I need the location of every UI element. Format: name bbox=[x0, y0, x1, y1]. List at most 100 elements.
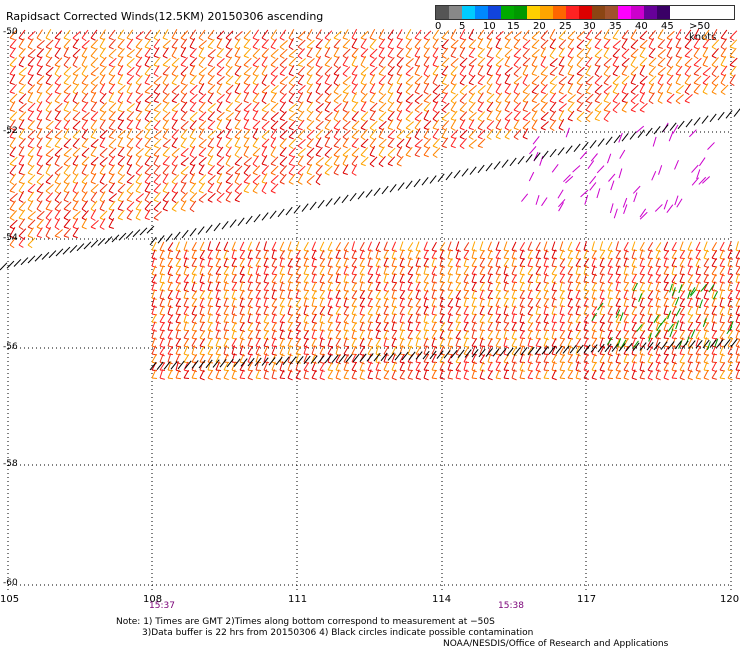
wind-barb bbox=[288, 100, 294, 104]
wind-barb bbox=[252, 181, 258, 186]
wind-barb bbox=[495, 46, 501, 50]
wind-barb bbox=[343, 361, 348, 371]
wind-barb bbox=[343, 329, 348, 339]
wind-barb bbox=[468, 101, 476, 111]
wind-barb bbox=[468, 129, 477, 138]
wind-barb bbox=[432, 91, 438, 95]
wind-barb bbox=[378, 138, 387, 147]
wind-barb bbox=[343, 265, 348, 275]
wind-barb bbox=[225, 56, 233, 66]
wind-barb bbox=[279, 100, 285, 104]
wind-barb bbox=[144, 137, 152, 147]
wind-barb bbox=[583, 273, 587, 283]
wind-barb bbox=[72, 83, 80, 93]
color-scale-bar bbox=[435, 5, 735, 20]
wind-barb bbox=[631, 337, 637, 347]
wind-barb bbox=[405, 47, 413, 57]
wind-barb bbox=[519, 329, 525, 339]
wind-barb bbox=[675, 56, 683, 66]
wind-barb bbox=[335, 281, 341, 291]
wind-barb bbox=[255, 257, 261, 267]
wind-barb bbox=[171, 74, 179, 84]
wind-barb bbox=[288, 164, 296, 174]
wind-barb bbox=[607, 257, 613, 267]
wind-barb bbox=[579, 151, 588, 160]
wind-barb bbox=[631, 241, 636, 251]
wind-barb bbox=[54, 57, 63, 66]
wind-barb bbox=[387, 127, 393, 131]
wind-barb bbox=[162, 91, 168, 95]
wind-barb bbox=[551, 289, 557, 299]
wind-barb bbox=[335, 330, 342, 339]
wind-barb bbox=[735, 321, 740, 324]
wind-barb bbox=[477, 91, 483, 96]
wind-barb bbox=[663, 321, 668, 331]
wind-barb bbox=[315, 73, 321, 77]
wind-barb bbox=[135, 165, 144, 174]
wind-barb bbox=[45, 190, 51, 195]
wind-barb bbox=[167, 249, 172, 259]
wind-barb bbox=[117, 172, 123, 176]
wind-barb bbox=[612, 64, 618, 68]
wind-barb bbox=[719, 266, 726, 275]
wind-barb bbox=[311, 281, 318, 284]
wind-barb bbox=[117, 110, 125, 120]
wind-barb bbox=[360, 147, 369, 156]
wind-barb bbox=[324, 37, 330, 41]
wind-barb bbox=[559, 249, 564, 259]
wind-barb bbox=[615, 313, 621, 323]
wind-barb bbox=[27, 181, 33, 185]
wind-barb bbox=[335, 257, 341, 267]
wind-barb bbox=[559, 281, 563, 291]
wind-barb bbox=[45, 37, 51, 41]
wind-barb bbox=[234, 165, 243, 174]
wind-barb bbox=[306, 156, 314, 165]
wind-barb bbox=[171, 64, 177, 68]
wind-barb bbox=[99, 46, 105, 50]
wind-barb bbox=[306, 120, 315, 129]
wind-barb bbox=[279, 40, 288, 48]
wind-barb bbox=[396, 57, 404, 66]
wind-barb bbox=[360, 66, 369, 75]
wind-barb bbox=[531, 118, 537, 123]
wind-barb bbox=[324, 64, 330, 68]
wind-barb bbox=[324, 129, 333, 138]
wind-barb bbox=[711, 361, 717, 371]
wind-barb bbox=[311, 377, 317, 380]
wind-barb bbox=[399, 273, 405, 276]
wind-barb bbox=[81, 64, 87, 69]
wind-barb bbox=[207, 249, 213, 259]
wind-barb bbox=[234, 37, 240, 42]
wind-barb bbox=[225, 102, 234, 111]
wind-barb bbox=[45, 209, 53, 219]
wind-barb bbox=[647, 321, 653, 331]
wind-barb bbox=[414, 119, 422, 129]
wind-barb bbox=[319, 290, 326, 299]
wind-barb bbox=[351, 329, 356, 339]
wind-barb bbox=[679, 353, 685, 363]
wind-barb bbox=[255, 273, 259, 283]
wind-barb bbox=[175, 289, 180, 299]
wind-barb bbox=[504, 111, 513, 120]
wind-barb bbox=[615, 257, 622, 260]
wind-barb bbox=[594, 92, 602, 102]
wind-barb bbox=[423, 56, 430, 66]
wind-barb bbox=[663, 281, 669, 291]
wind-barb bbox=[63, 218, 71, 228]
wind-barb bbox=[171, 163, 177, 167]
wind-barb bbox=[225, 190, 231, 194]
wind-barb bbox=[324, 66, 333, 75]
wind-barb bbox=[252, 82, 258, 86]
wind-barb bbox=[527, 329, 533, 339]
wind-barb bbox=[189, 75, 197, 84]
wind-barb bbox=[477, 109, 483, 113]
wind-barb bbox=[439, 345, 445, 349]
wind-barb bbox=[315, 65, 323, 75]
wind-barb bbox=[159, 249, 165, 252]
wind-barb bbox=[504, 37, 510, 41]
wind-barb bbox=[351, 249, 357, 253]
wind-barb bbox=[391, 330, 398, 339]
wind-barb bbox=[333, 147, 342, 156]
wind-barb bbox=[189, 181, 195, 185]
wind-barb bbox=[468, 39, 477, 48]
